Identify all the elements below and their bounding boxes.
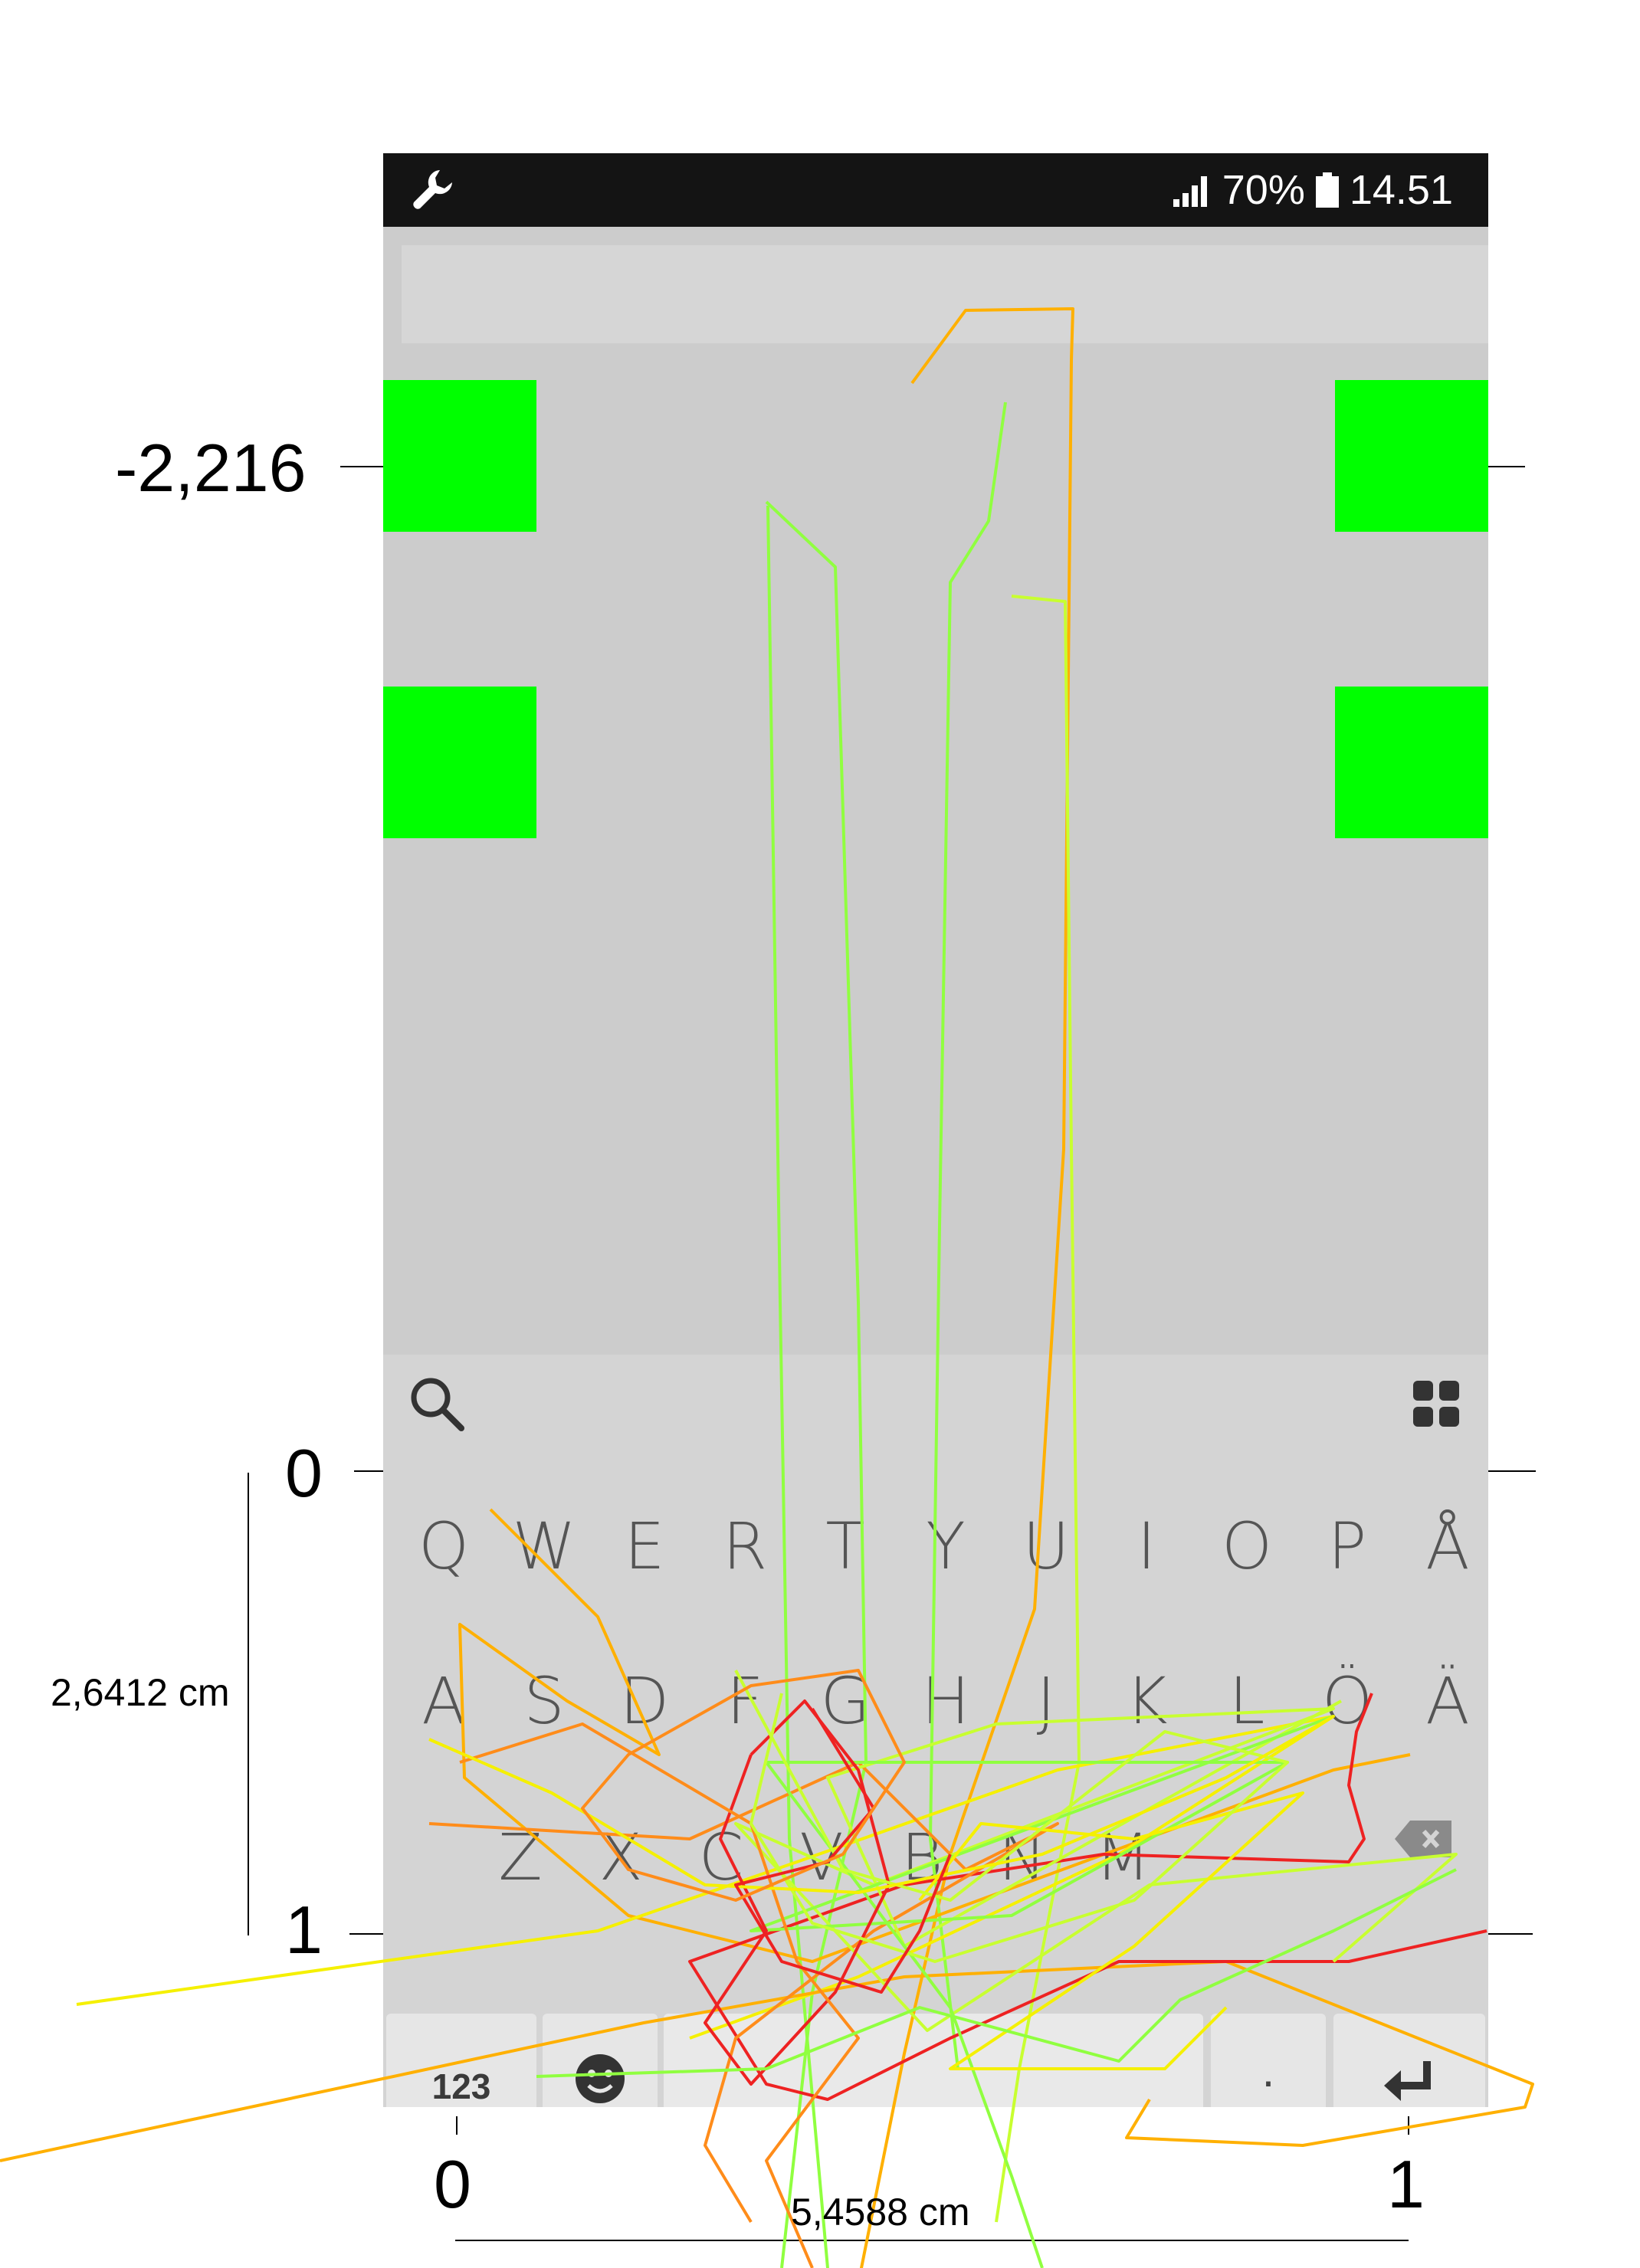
- key-ä[interactable]: Ä: [1425, 1663, 1470, 1739]
- touch-trace-3: [929, 401, 1007, 2070]
- key-e[interactable]: E: [624, 1509, 665, 1584]
- key-t[interactable]: T: [825, 1509, 865, 1584]
- key-y[interactable]: Y: [926, 1509, 966, 1584]
- target-top-right[interactable]: [1335, 380, 1488, 532]
- y-one-label: 1: [285, 1892, 323, 1968]
- height-measure-label: 2,6412 cm: [51, 1671, 230, 1714]
- touch-trace-8: [0, 1960, 1534, 2162]
- touch-trace-15: [459, 1722, 860, 2268]
- key-w[interactable]: W: [512, 1509, 576, 1584]
- touch-trace-12: [749, 1715, 1334, 2268]
- touch-trace-9: [688, 1693, 1487, 2101]
- backspace-icon[interactable]: [1393, 1819, 1455, 1859]
- key-k[interactable]: K: [1125, 1663, 1168, 1739]
- clock: 14.51: [1349, 167, 1453, 213]
- touch-trace-16: [536, 1868, 1457, 2078]
- x-one-label: 1: [1387, 2146, 1425, 2222]
- key-j[interactable]: J: [1036, 1663, 1056, 1739]
- touch-trace-7: [76, 1715, 1335, 2040]
- key-u[interactable]: U: [1022, 1509, 1070, 1584]
- enter-key[interactable]: [1333, 2014, 1485, 2107]
- key-a[interactable]: A: [421, 1663, 466, 1739]
- key-z[interactable]: Z: [498, 1820, 543, 1895]
- y-top-label: -2,216: [115, 430, 307, 506]
- y-zero-label: 0: [285, 1435, 323, 1511]
- key-h[interactable]: H: [921, 1663, 970, 1739]
- status-indicators: 70% 14.51: [1172, 161, 1453, 219]
- touch-trace-6: [458, 1508, 1411, 1963]
- touch-trace-18: [428, 1715, 1334, 1894]
- key-q[interactable]: Q: [418, 1509, 470, 1584]
- key-å[interactable]: Å: [1425, 1509, 1470, 1584]
- width-measure-label: 5,4588 cm: [791, 2191, 970, 2234]
- enter-icon: [1384, 2061, 1431, 2101]
- period-key[interactable]: .: [1211, 2014, 1326, 2107]
- touch-trace-20: [581, 1669, 906, 1902]
- key-l[interactable]: L: [1228, 1663, 1265, 1739]
- key-d[interactable]: D: [619, 1663, 670, 1739]
- target-bottom-right[interactable]: [1335, 687, 1488, 838]
- touch-trace-1: [859, 307, 1074, 2268]
- period-key-label: .: [1261, 2045, 1275, 2096]
- text-input-field[interactable]: [402, 245, 1488, 343]
- key-ö[interactable]: Ö: [1321, 1663, 1373, 1739]
- touch-trace-5: [766, 505, 829, 2268]
- target-bottom-left[interactable]: [383, 687, 536, 838]
- touch-trace-4: [995, 595, 1081, 2223]
- key-p[interactable]: P: [1327, 1509, 1367, 1584]
- battery-icon: [1315, 172, 1339, 208]
- signal-icon: [1173, 176, 1207, 207]
- touch-trace-10: [428, 1761, 1059, 2224]
- key-f[interactable]: F: [726, 1663, 764, 1739]
- target-top-left[interactable]: [383, 380, 536, 532]
- status-bar: 70% 14.51: [383, 153, 1488, 227]
- search-icon[interactable]: [406, 1373, 467, 1434]
- battery-percent: 70%: [1222, 167, 1305, 213]
- wrench-icon: [413, 170, 452, 209]
- touch-traces: [0, 307, 1534, 2268]
- touch-trace-14: [704, 1699, 891, 2086]
- axis-lines: [248, 466, 1536, 2241]
- numbers-key-label: 123: [431, 2066, 491, 2106]
- key-o[interactable]: O: [1221, 1509, 1273, 1584]
- key-r[interactable]: R: [722, 1509, 768, 1584]
- key-i[interactable]: I: [1137, 1509, 1156, 1584]
- touch-trace-13: [918, 1791, 1304, 2070]
- x-zero-label: 0: [434, 2146, 471, 2222]
- grid-icon[interactable]: [1412, 1379, 1461, 1428]
